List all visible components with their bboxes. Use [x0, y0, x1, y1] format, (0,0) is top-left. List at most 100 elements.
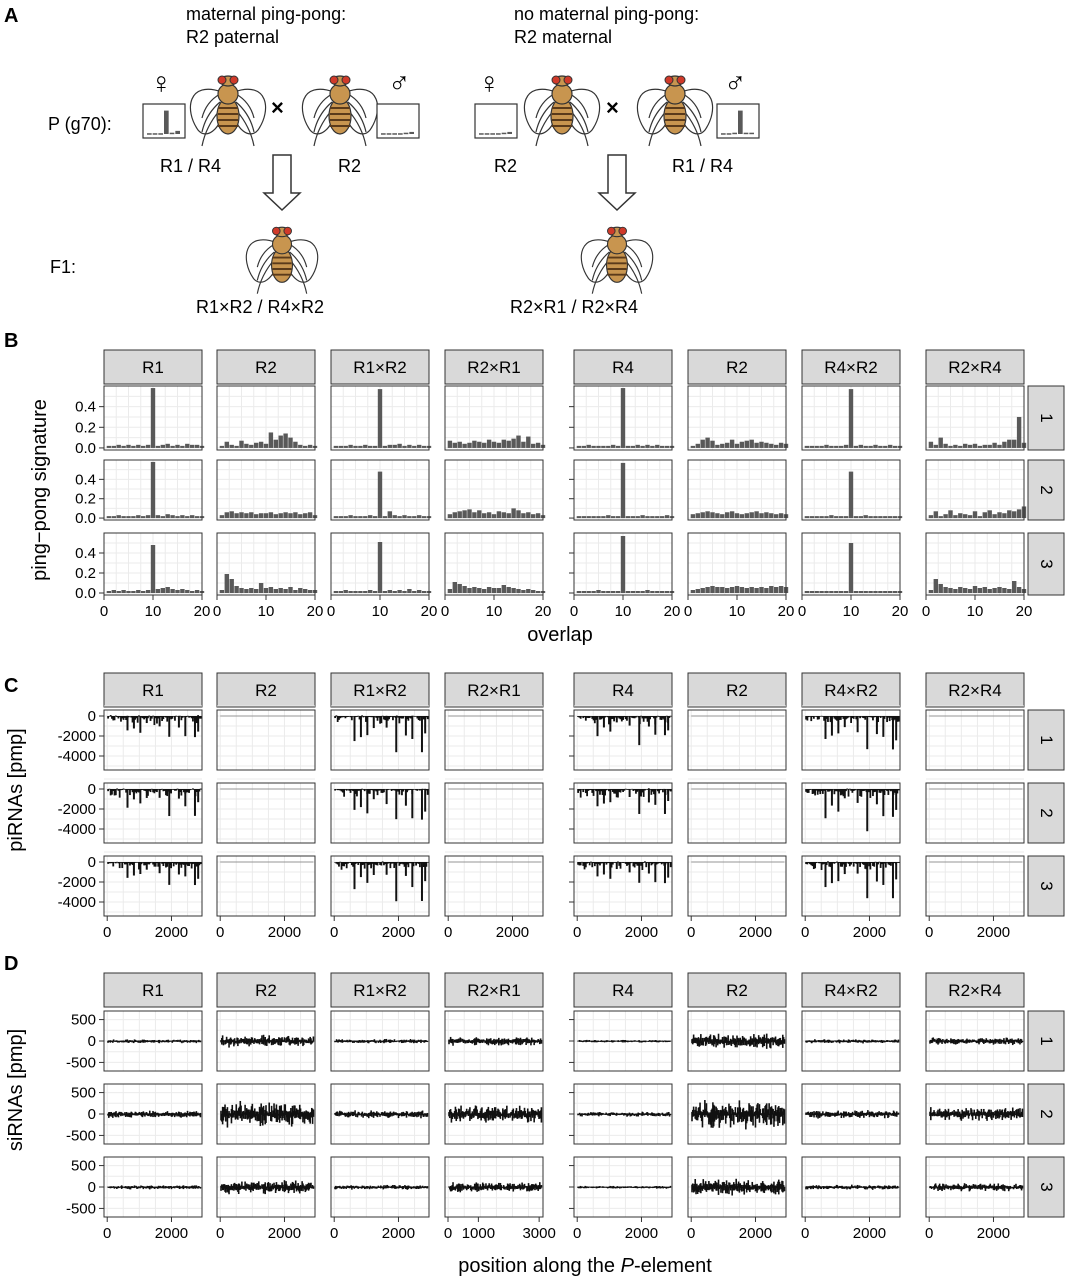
d-bar: [657, 1112, 660, 1116]
d-bar: [380, 1040, 383, 1042]
d-bar: [196, 1186, 198, 1189]
b-bar: [1002, 513, 1007, 519]
d-bar: [469, 1040, 471, 1043]
d-bar: [514, 1113, 516, 1117]
d-bar: [293, 1040, 295, 1043]
d-bar: [193, 1040, 196, 1043]
d-bar: [168, 1040, 170, 1043]
b-bar: [150, 461, 156, 519]
d-bar: [822, 1111, 824, 1116]
d-bar: [826, 1039, 829, 1042]
b-bar: [506, 440, 511, 448]
c-bar: [149, 789, 152, 793]
d-bar: [226, 1107, 229, 1128]
c-bar: [611, 789, 614, 792]
d-bar: [658, 1113, 660, 1115]
b-x-tick-label: 0: [798, 603, 806, 620]
d-bar: [741, 1112, 743, 1123]
d-bar: [837, 1110, 839, 1116]
d-bar: [177, 1040, 180, 1042]
d-bar: [826, 1111, 828, 1115]
d-bar: [936, 1111, 939, 1117]
c-bar: [408, 789, 411, 790]
c-y-tick-label: 0: [88, 854, 96, 871]
c-bar: [656, 789, 659, 792]
d-bar: [148, 1040, 151, 1042]
d-bar: [128, 1186, 130, 1189]
d-bar: [979, 1038, 982, 1042]
b-bar: [353, 445, 358, 448]
d-bar: [622, 1039, 624, 1043]
d-bar: [119, 1186, 121, 1188]
d-bar: [952, 1113, 955, 1115]
d-bar: [662, 1113, 664, 1117]
d-bar: [153, 1040, 155, 1043]
d-bar: [120, 1185, 123, 1189]
d-facet-1-7: [925, 1010, 1025, 1072]
d-col-1-strip-label: R2: [255, 981, 277, 1000]
d-bar: [890, 1113, 892, 1116]
d-bar: [995, 1039, 998, 1043]
d-bar: [646, 1040, 648, 1042]
b-bar: [650, 516, 655, 519]
c-bar: [417, 862, 420, 864]
d-bar: [158, 1039, 161, 1044]
c-peak: [168, 716, 171, 737]
d-bar: [337, 1040, 340, 1043]
c-bar: [419, 716, 421, 721]
d-bar: [693, 1113, 696, 1116]
d-bar: [995, 1039, 997, 1044]
d-bar: [741, 1109, 744, 1117]
d-bar: [934, 1038, 936, 1042]
c-bar: [823, 789, 826, 791]
d-bar: [275, 1039, 278, 1043]
d-bar: [634, 1113, 636, 1116]
c-peak: [609, 716, 612, 732]
d-bar: [422, 1040, 425, 1042]
d-bar: [956, 1111, 959, 1118]
c-bar: [185, 716, 188, 718]
c-bar: [125, 716, 128, 721]
fly-thorax: [551, 83, 573, 105]
d-bar: [850, 1112, 852, 1116]
d-bar: [818, 1040, 821, 1042]
facet-frame: [925, 855, 1025, 917]
b-bar: [180, 515, 185, 519]
d-bar: [823, 1039, 826, 1043]
d-bar: [143, 1186, 145, 1188]
d-bar: [716, 1110, 719, 1115]
fly-leg: [235, 101, 255, 133]
d-bar: [464, 1040, 466, 1044]
d-bar: [1006, 1037, 1008, 1043]
d-bar: [643, 1040, 646, 1043]
d-facet-1-2: [330, 1010, 430, 1072]
d-bar: [114, 1112, 117, 1117]
d-bar: [716, 1108, 718, 1119]
d-bar: [875, 1113, 878, 1117]
d-bar: [401, 1040, 404, 1043]
d-bar: [638, 1040, 640, 1043]
d-bar: [653, 1040, 656, 1042]
c-bar: [108, 788, 111, 790]
b-bar: [829, 515, 834, 519]
d-bar: [509, 1113, 511, 1118]
c-bar: [108, 862, 111, 864]
b-facet-2-R2×R4: [925, 459, 1027, 521]
d-bar: [257, 1040, 260, 1043]
c-peak: [372, 789, 375, 800]
d-bar: [361, 1039, 364, 1043]
b-bar: [412, 445, 417, 448]
d-bar: [822, 1113, 825, 1116]
d-bar: [173, 1113, 176, 1118]
d-bar: [741, 1039, 743, 1046]
b-bar: [938, 437, 943, 448]
d-bar: [255, 1040, 258, 1044]
d-bar: [274, 1185, 276, 1189]
c-bar: [861, 716, 864, 718]
b-bar: [695, 589, 700, 593]
c-bar: [141, 789, 144, 790]
d-bar: [707, 1113, 709, 1118]
c-bar: [390, 862, 393, 864]
d-row-strip-1: [1027, 1010, 1065, 1072]
c-bar: [413, 862, 416, 863]
